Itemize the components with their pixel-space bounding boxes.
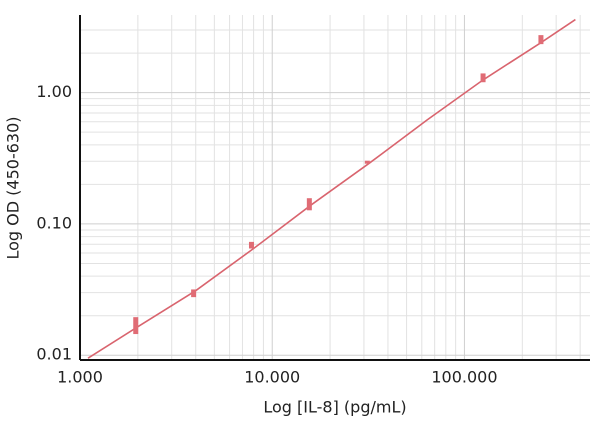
error-bar <box>248 241 254 249</box>
error-bar <box>306 198 312 211</box>
x-tick-label: 10.000 <box>244 368 300 387</box>
error-bar <box>133 317 139 335</box>
fit-curve <box>87 18 576 359</box>
error-bar <box>480 73 486 83</box>
y-tick-label: 0.10 <box>36 213 72 232</box>
error-bar <box>364 160 370 164</box>
error-bar <box>191 289 197 298</box>
error-bar <box>538 35 544 45</box>
x-tick-label: 100.000 <box>431 368 497 387</box>
x-axis-label: Log [IL-8] (pg/mL) <box>263 398 406 417</box>
x-tick-label: 1.000 <box>57 368 103 387</box>
y-tick-label: 1.00 <box>36 82 72 101</box>
y-tick-label: 0.01 <box>36 345 72 364</box>
y-axis-label: Log OD (450-630) <box>4 117 23 260</box>
